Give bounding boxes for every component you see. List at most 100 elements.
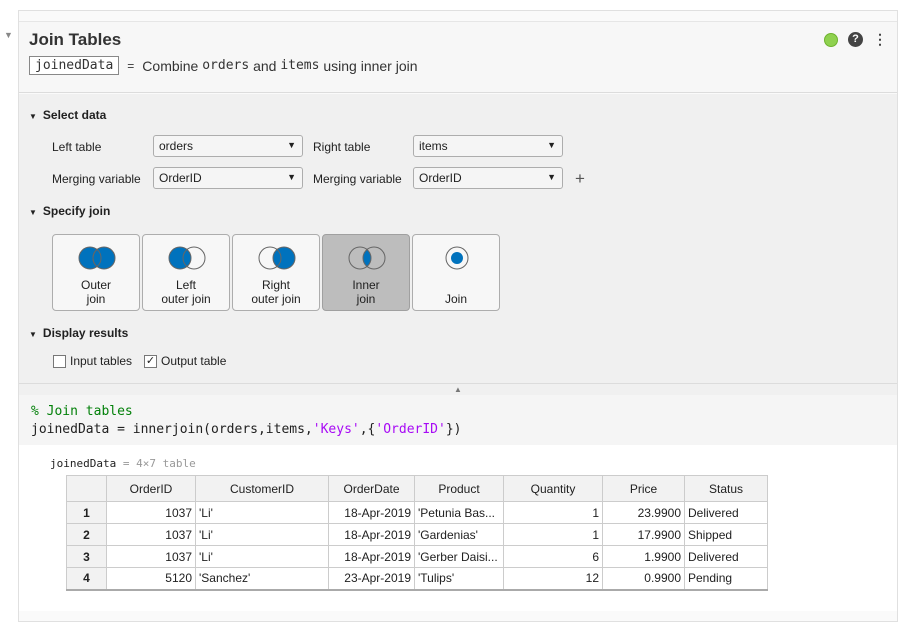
table-cell: 1	[503, 523, 603, 546]
chevron-down-icon: ▼	[29, 112, 37, 121]
right-table-label: Right table	[313, 140, 371, 154]
button-label: outer join	[161, 292, 211, 306]
inner-join-icon	[348, 246, 386, 270]
task-header: Join Tables joinedData = Combine orders …	[19, 21, 897, 93]
section-select-data[interactable]: ▼ Select data	[29, 108, 106, 122]
dropdown-value: OrderID	[159, 171, 202, 185]
table-row: 3 1037 'Li' 18-Apr-2019 'Gerber Daisi... 6 1.9…	[66, 545, 768, 568]
inner-join-button[interactable]: Inner join	[322, 234, 410, 311]
output-table: OrderID CustomerID OrderDate Product Quantit…	[66, 475, 768, 591]
chevron-up-icon: ▲	[454, 385, 462, 394]
table-dims: 4×7 table	[136, 457, 196, 470]
output-variable-field[interactable]: joinedData	[29, 56, 120, 75]
row-number: 1	[66, 501, 107, 524]
outer-join-button[interactable]: Outer join	[52, 234, 140, 311]
column-header[interactable]: Price	[602, 475, 685, 502]
section-display-results[interactable]: ▼ Display results	[29, 326, 128, 340]
summary-text: using inner join	[323, 57, 418, 74]
table-cell: 'Gerber Daisi...	[414, 545, 504, 568]
table-cell: 1.9900	[602, 545, 685, 568]
dropdown-value: items	[419, 139, 448, 153]
section-specify-join[interactable]: ▼ Specify join	[29, 204, 110, 218]
left-table-dropdown[interactable]: orders ▼	[153, 135, 303, 157]
dropdown-arrow-icon: ▼	[287, 172, 296, 182]
table-cell: 0.9900	[602, 567, 685, 590]
right-outer-join-button[interactable]: Right outer join	[232, 234, 320, 311]
table-row: 1 1037 'Li' 18-Apr-2019 'Petunia Bas... 1 23.9…	[66, 501, 768, 524]
table-cell: 1037	[106, 501, 196, 524]
table-cell: 1037	[106, 523, 196, 546]
table-cell: Shipped	[684, 523, 768, 546]
task-controls: ▼ Select data Left table orders ▼ Right ta…	[19, 94, 897, 383]
code-string: 'OrderID'	[375, 422, 446, 437]
row-number: 3	[66, 545, 107, 568]
code-text: ,{	[359, 422, 376, 437]
dropdown-arrow-icon: ▼	[547, 140, 556, 150]
code-string: 'Keys'	[312, 422, 360, 437]
dropdown-value: orders	[159, 139, 194, 153]
table-cell: 18-Apr-2019	[328, 545, 415, 568]
summary-text: Combine	[142, 57, 199, 74]
right-merge-label: Merging variable	[313, 172, 402, 186]
summary-text: and	[253, 57, 277, 74]
row-number: 4	[66, 567, 107, 590]
table-cell: 'Tulips'	[414, 567, 504, 590]
button-label: Right	[261, 278, 290, 292]
collapse-task-toggle[interactable]: ▼	[4, 30, 13, 40]
join-button[interactable]: Join	[412, 234, 500, 311]
checkbox-unchecked-icon	[53, 354, 66, 368]
table-cell: 'Li'	[195, 545, 329, 568]
column-header[interactable]: Quantity	[503, 475, 603, 502]
output-table-checkbox[interactable]: ✓ Output table	[144, 354, 226, 368]
live-task-card: Join Tables joinedData = Combine orders …	[18, 10, 898, 622]
left-merge-label: Merging variable	[52, 172, 141, 186]
section-heading: Specify join	[42, 204, 111, 218]
left-outer-join-icon	[168, 246, 206, 270]
table-cell: 1037	[106, 545, 196, 568]
add-merge-variable-button[interactable]: +	[575, 169, 585, 188]
checkbox-label: Output table	[161, 354, 227, 368]
left-merge-dropdown[interactable]: OrderID ▼	[153, 167, 303, 189]
button-label: Inner	[352, 278, 380, 292]
right-table-dropdown[interactable]: items ▼	[413, 135, 563, 157]
table-cell: 'Gardenias'	[414, 523, 504, 546]
right-merge-dropdown[interactable]: OrderID ▼	[413, 167, 563, 189]
table-cell: 17.9900	[602, 523, 685, 546]
column-header[interactable]	[66, 475, 107, 502]
help-icon[interactable]: ?	[848, 32, 863, 47]
left-outer-join-button[interactable]: Left outer join	[142, 234, 230, 311]
table-cell: 'Li'	[195, 501, 329, 524]
button-label: Join	[444, 292, 467, 306]
chevron-down-icon: ▼	[29, 330, 37, 339]
left-table-label: Left table	[52, 140, 102, 154]
generated-code[interactable]: % Join tables joinedData = innerjoin(ord…	[19, 395, 897, 445]
dropdown-arrow-icon: ▼	[547, 172, 556, 182]
task-summary: joinedData = Combine orders and items us…	[29, 56, 418, 75]
table-row: 2 1037 'Li' 18-Apr-2019 'Gardenias' 1 17.9900 S…	[66, 523, 768, 546]
column-header[interactable]: Status	[684, 475, 768, 502]
table-cell: 12	[503, 567, 603, 590]
table-cell: 1	[503, 501, 603, 524]
table-cell: 6	[503, 545, 603, 568]
output-var-name: joinedData	[50, 457, 117, 470]
column-header[interactable]: OrderDate	[328, 475, 415, 502]
input-tables-checkbox[interactable]: Input tables	[53, 354, 132, 368]
code-text: })	[445, 422, 462, 437]
join-icon	[445, 246, 469, 270]
section-heading: Select data	[42, 108, 107, 122]
column-header[interactable]: Product	[414, 475, 504, 502]
table-cell: 18-Apr-2019	[328, 501, 415, 524]
chevron-down-icon: ▼	[29, 208, 37, 217]
column-header[interactable]: CustomerID	[195, 475, 329, 502]
table-row: 4 5120 'Sanchez' 23-Apr-2019 'Tulips' 12 0.990…	[66, 567, 768, 590]
table-cell: 5120	[106, 567, 196, 590]
collapse-code-toggle[interactable]: ▲	[19, 383, 897, 395]
checkbox-label: Input tables	[70, 354, 133, 368]
more-options-icon[interactable]: ⋮	[873, 31, 887, 47]
table-cell: 18-Apr-2019	[328, 523, 415, 546]
table-cell: Pending	[684, 567, 768, 590]
table-cell: Delivered	[684, 501, 768, 524]
table-cell: 23.9900	[602, 501, 685, 524]
button-label: join	[356, 292, 376, 306]
column-header[interactable]: OrderID	[106, 475, 196, 502]
